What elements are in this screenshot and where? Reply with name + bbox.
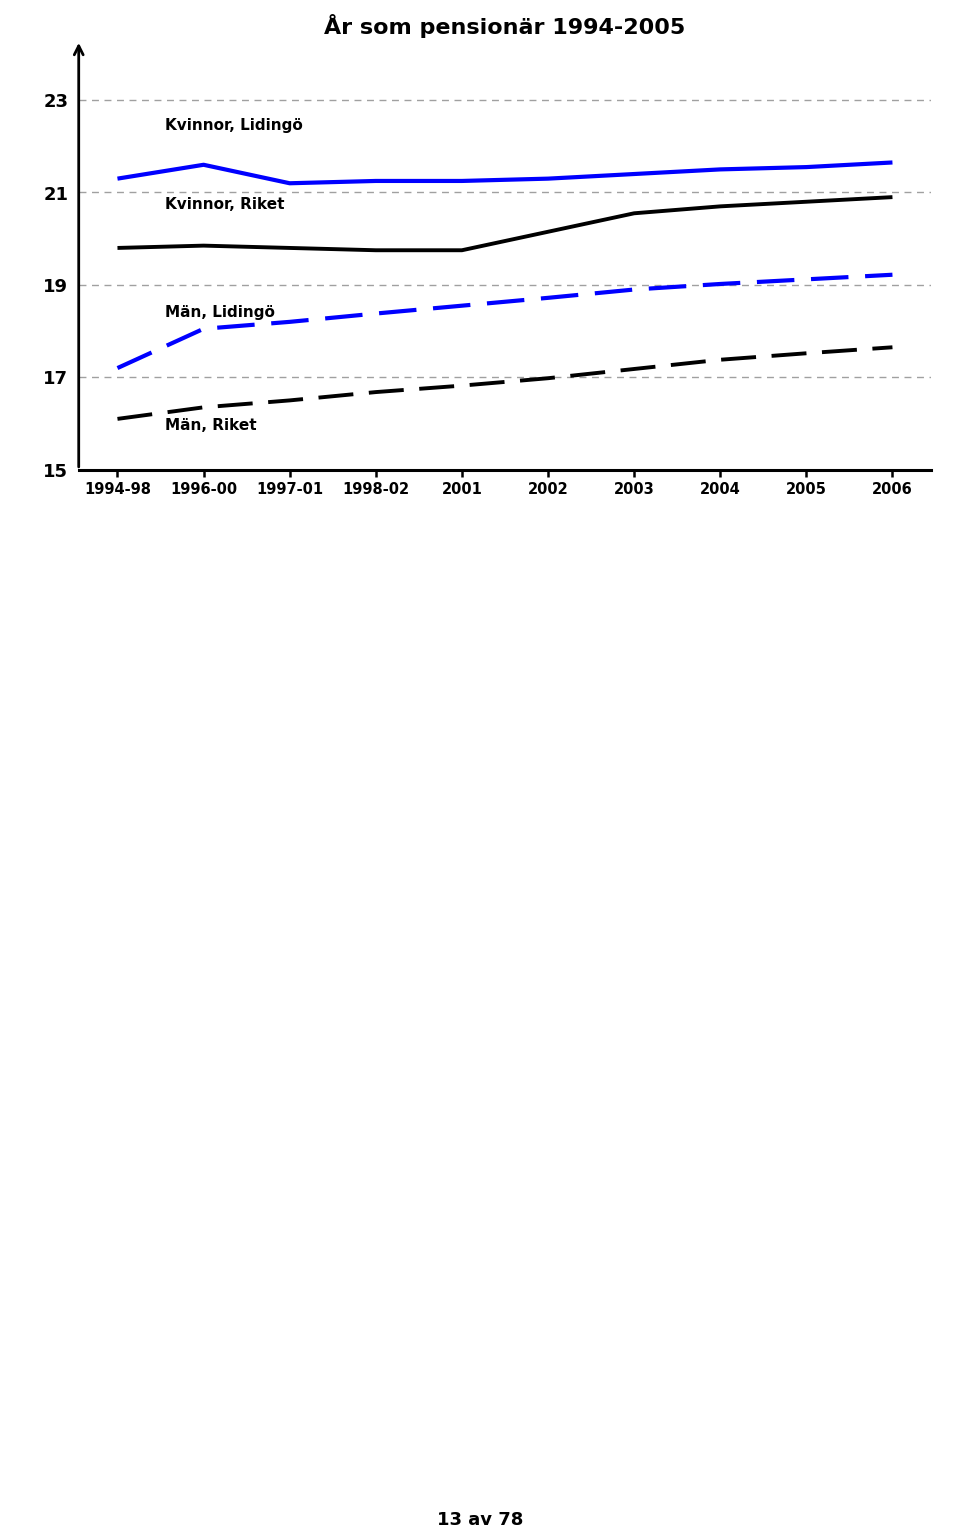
Text: Kvinnor, Riket: Kvinnor, Riket — [165, 197, 284, 211]
Text: Kvinnor, Lidingö: Kvinnor, Lidingö — [165, 119, 302, 132]
Text: Män, Lidingö: Män, Lidingö — [165, 305, 275, 320]
Title: År som pensionär 1994-2005: År som pensionär 1994-2005 — [324, 14, 685, 38]
Text: 13 av 78: 13 av 78 — [437, 1511, 523, 1529]
Text: År: År — [22, 0, 46, 5]
Text: Män, Riket: Män, Riket — [165, 419, 256, 433]
